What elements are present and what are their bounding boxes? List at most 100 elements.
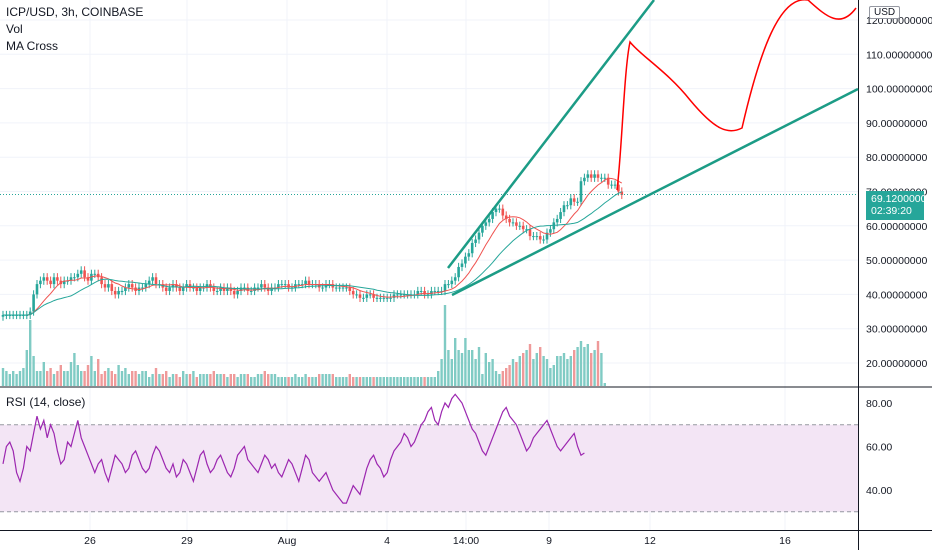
volume-bar bbox=[90, 356, 93, 386]
candle bbox=[144, 284, 148, 288]
volume-bar bbox=[389, 377, 392, 386]
volume-bar bbox=[80, 371, 83, 386]
volume-bar bbox=[277, 377, 280, 386]
volume-bar bbox=[348, 374, 351, 386]
volume-bar bbox=[46, 371, 49, 386]
candle bbox=[518, 225, 522, 227]
candle bbox=[436, 290, 440, 292]
volume-bar bbox=[161, 374, 164, 386]
candle bbox=[249, 290, 253, 292]
volume-bar bbox=[556, 356, 559, 386]
volume-bar bbox=[209, 374, 212, 386]
volume-bar bbox=[454, 338, 457, 386]
volume-bar bbox=[205, 374, 209, 386]
candle bbox=[171, 284, 175, 288]
candle bbox=[178, 287, 182, 291]
indicator-ma-cross[interactable]: MA Cross bbox=[6, 39, 59, 53]
candle bbox=[572, 198, 576, 202]
candle bbox=[562, 205, 566, 213]
candle bbox=[535, 236, 539, 238]
candle bbox=[620, 191, 624, 195]
candle bbox=[280, 284, 284, 286]
volume-bar bbox=[185, 374, 188, 386]
candle bbox=[236, 290, 239, 295]
candle bbox=[154, 277, 158, 285]
currency-badge[interactable]: USD bbox=[869, 6, 901, 19]
volume-bar bbox=[505, 368, 508, 386]
volume-bar bbox=[528, 344, 532, 386]
volume-bar bbox=[117, 365, 120, 386]
candle bbox=[579, 181, 583, 202]
volume-bar bbox=[603, 383, 606, 386]
last-price-value: 69.12000000 bbox=[871, 193, 932, 205]
volume-bar bbox=[267, 374, 270, 386]
candle bbox=[362, 297, 365, 299]
rsi-indicator-title[interactable]: RSI (14, close) bbox=[6, 395, 86, 409]
candle bbox=[504, 215, 508, 219]
volume-bar bbox=[579, 341, 583, 386]
candle bbox=[583, 177, 586, 182]
candle bbox=[464, 256, 467, 264]
volume-bar bbox=[515, 362, 518, 386]
price-axis-label: 30.00000000 bbox=[866, 324, 927, 336]
volume-bar bbox=[498, 374, 501, 386]
volume-bar bbox=[545, 359, 549, 386]
volume-bar bbox=[270, 374, 273, 386]
candle bbox=[294, 284, 297, 288]
candle bbox=[188, 284, 192, 288]
candle bbox=[345, 287, 348, 289]
candle bbox=[321, 287, 324, 289]
volume-bar bbox=[324, 374, 328, 386]
volume-bar bbox=[539, 347, 542, 386]
volume-bar bbox=[576, 347, 579, 386]
volume-bar bbox=[93, 371, 96, 386]
candle bbox=[365, 294, 369, 298]
rsi-axis-label: 40.00 bbox=[866, 485, 892, 497]
volume-bar bbox=[477, 347, 481, 386]
volume-bar bbox=[202, 374, 205, 386]
volume-bar bbox=[250, 377, 253, 386]
candle bbox=[32, 294, 35, 312]
volume-bar bbox=[338, 377, 341, 386]
volume-bar bbox=[392, 377, 396, 386]
candle bbox=[545, 232, 549, 240]
candle bbox=[586, 174, 590, 178]
candle bbox=[392, 294, 396, 298]
volume-bar bbox=[137, 374, 141, 386]
volume-bar bbox=[341, 377, 345, 386]
lower-trendline bbox=[451, 87, 859, 297]
volume-bar bbox=[42, 362, 45, 386]
candle bbox=[45, 277, 49, 281]
volume-bar bbox=[399, 377, 402, 386]
indicator-vol[interactable]: Vol bbox=[6, 22, 23, 36]
candle bbox=[423, 290, 426, 295]
candle bbox=[542, 239, 545, 241]
volume-bar bbox=[416, 377, 419, 386]
symbol-title[interactable]: ICP/USD, 3h, COINBASE bbox=[6, 5, 144, 19]
volume-bar bbox=[481, 374, 484, 386]
candle bbox=[304, 280, 307, 285]
volume-bar bbox=[134, 371, 137, 386]
candle bbox=[549, 229, 552, 233]
candle bbox=[416, 290, 420, 295]
candle bbox=[379, 297, 382, 299]
volume-bar bbox=[151, 374, 154, 386]
candle bbox=[606, 177, 610, 185]
candle bbox=[232, 290, 236, 295]
candle bbox=[358, 294, 362, 298]
candle bbox=[515, 222, 518, 226]
candle bbox=[610, 184, 613, 186]
volume-bar bbox=[573, 350, 576, 386]
volume-bar bbox=[56, 371, 59, 386]
volume-bar bbox=[314, 377, 317, 386]
candle bbox=[368, 294, 372, 296]
candle bbox=[192, 287, 195, 289]
candle bbox=[239, 287, 243, 291]
time-axis-label: 29 bbox=[181, 535, 193, 547]
price-axis-label: 100.00000000 bbox=[866, 84, 932, 96]
volume-bar bbox=[294, 374, 297, 386]
price-axis-label: 110.00000000 bbox=[866, 49, 932, 61]
candle bbox=[443, 284, 447, 291]
volume-bar bbox=[596, 341, 600, 386]
